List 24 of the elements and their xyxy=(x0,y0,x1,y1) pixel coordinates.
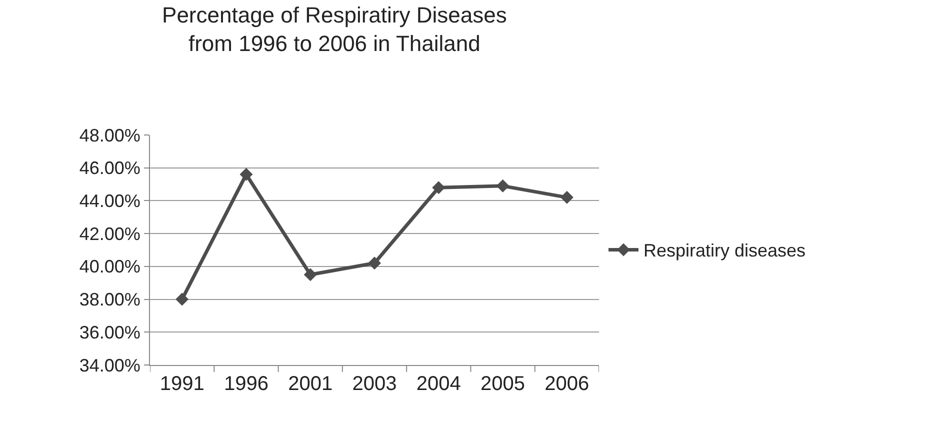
x-tick-label: 1991 xyxy=(160,373,204,395)
x-tick-label: 2001 xyxy=(288,373,333,395)
point xyxy=(240,168,253,181)
point xyxy=(560,190,574,204)
y-tick-label: 34.00% xyxy=(79,355,140,376)
legend-label: Respiratiry diseases xyxy=(643,240,806,261)
y-tick-label: 44.00% xyxy=(79,191,140,212)
x-tick-label: 2004 xyxy=(416,373,461,395)
x-tick-label: 1996 xyxy=(224,373,268,395)
point xyxy=(368,256,381,270)
x-tick-label: 2006 xyxy=(544,373,590,395)
y-tick-label: 42.00% xyxy=(79,224,140,244)
y-tick-label: 48.00% xyxy=(79,125,140,146)
point xyxy=(432,181,446,194)
y-tick-label: 46.00% xyxy=(79,158,140,178)
chart-title: Percentage of Respiratiry Diseases from 1996 to 2006 in Thailand xyxy=(162,2,507,56)
y-tick-label: 38.00% xyxy=(79,290,140,310)
y-tick-label: 40.00% xyxy=(79,256,140,277)
y-tick-label: 36.00% xyxy=(79,322,140,342)
point xyxy=(496,179,510,192)
point xyxy=(304,268,317,282)
point xyxy=(176,292,189,306)
x-tick-label: 2005 xyxy=(480,373,526,395)
x-tick-label: 2003 xyxy=(352,373,397,395)
